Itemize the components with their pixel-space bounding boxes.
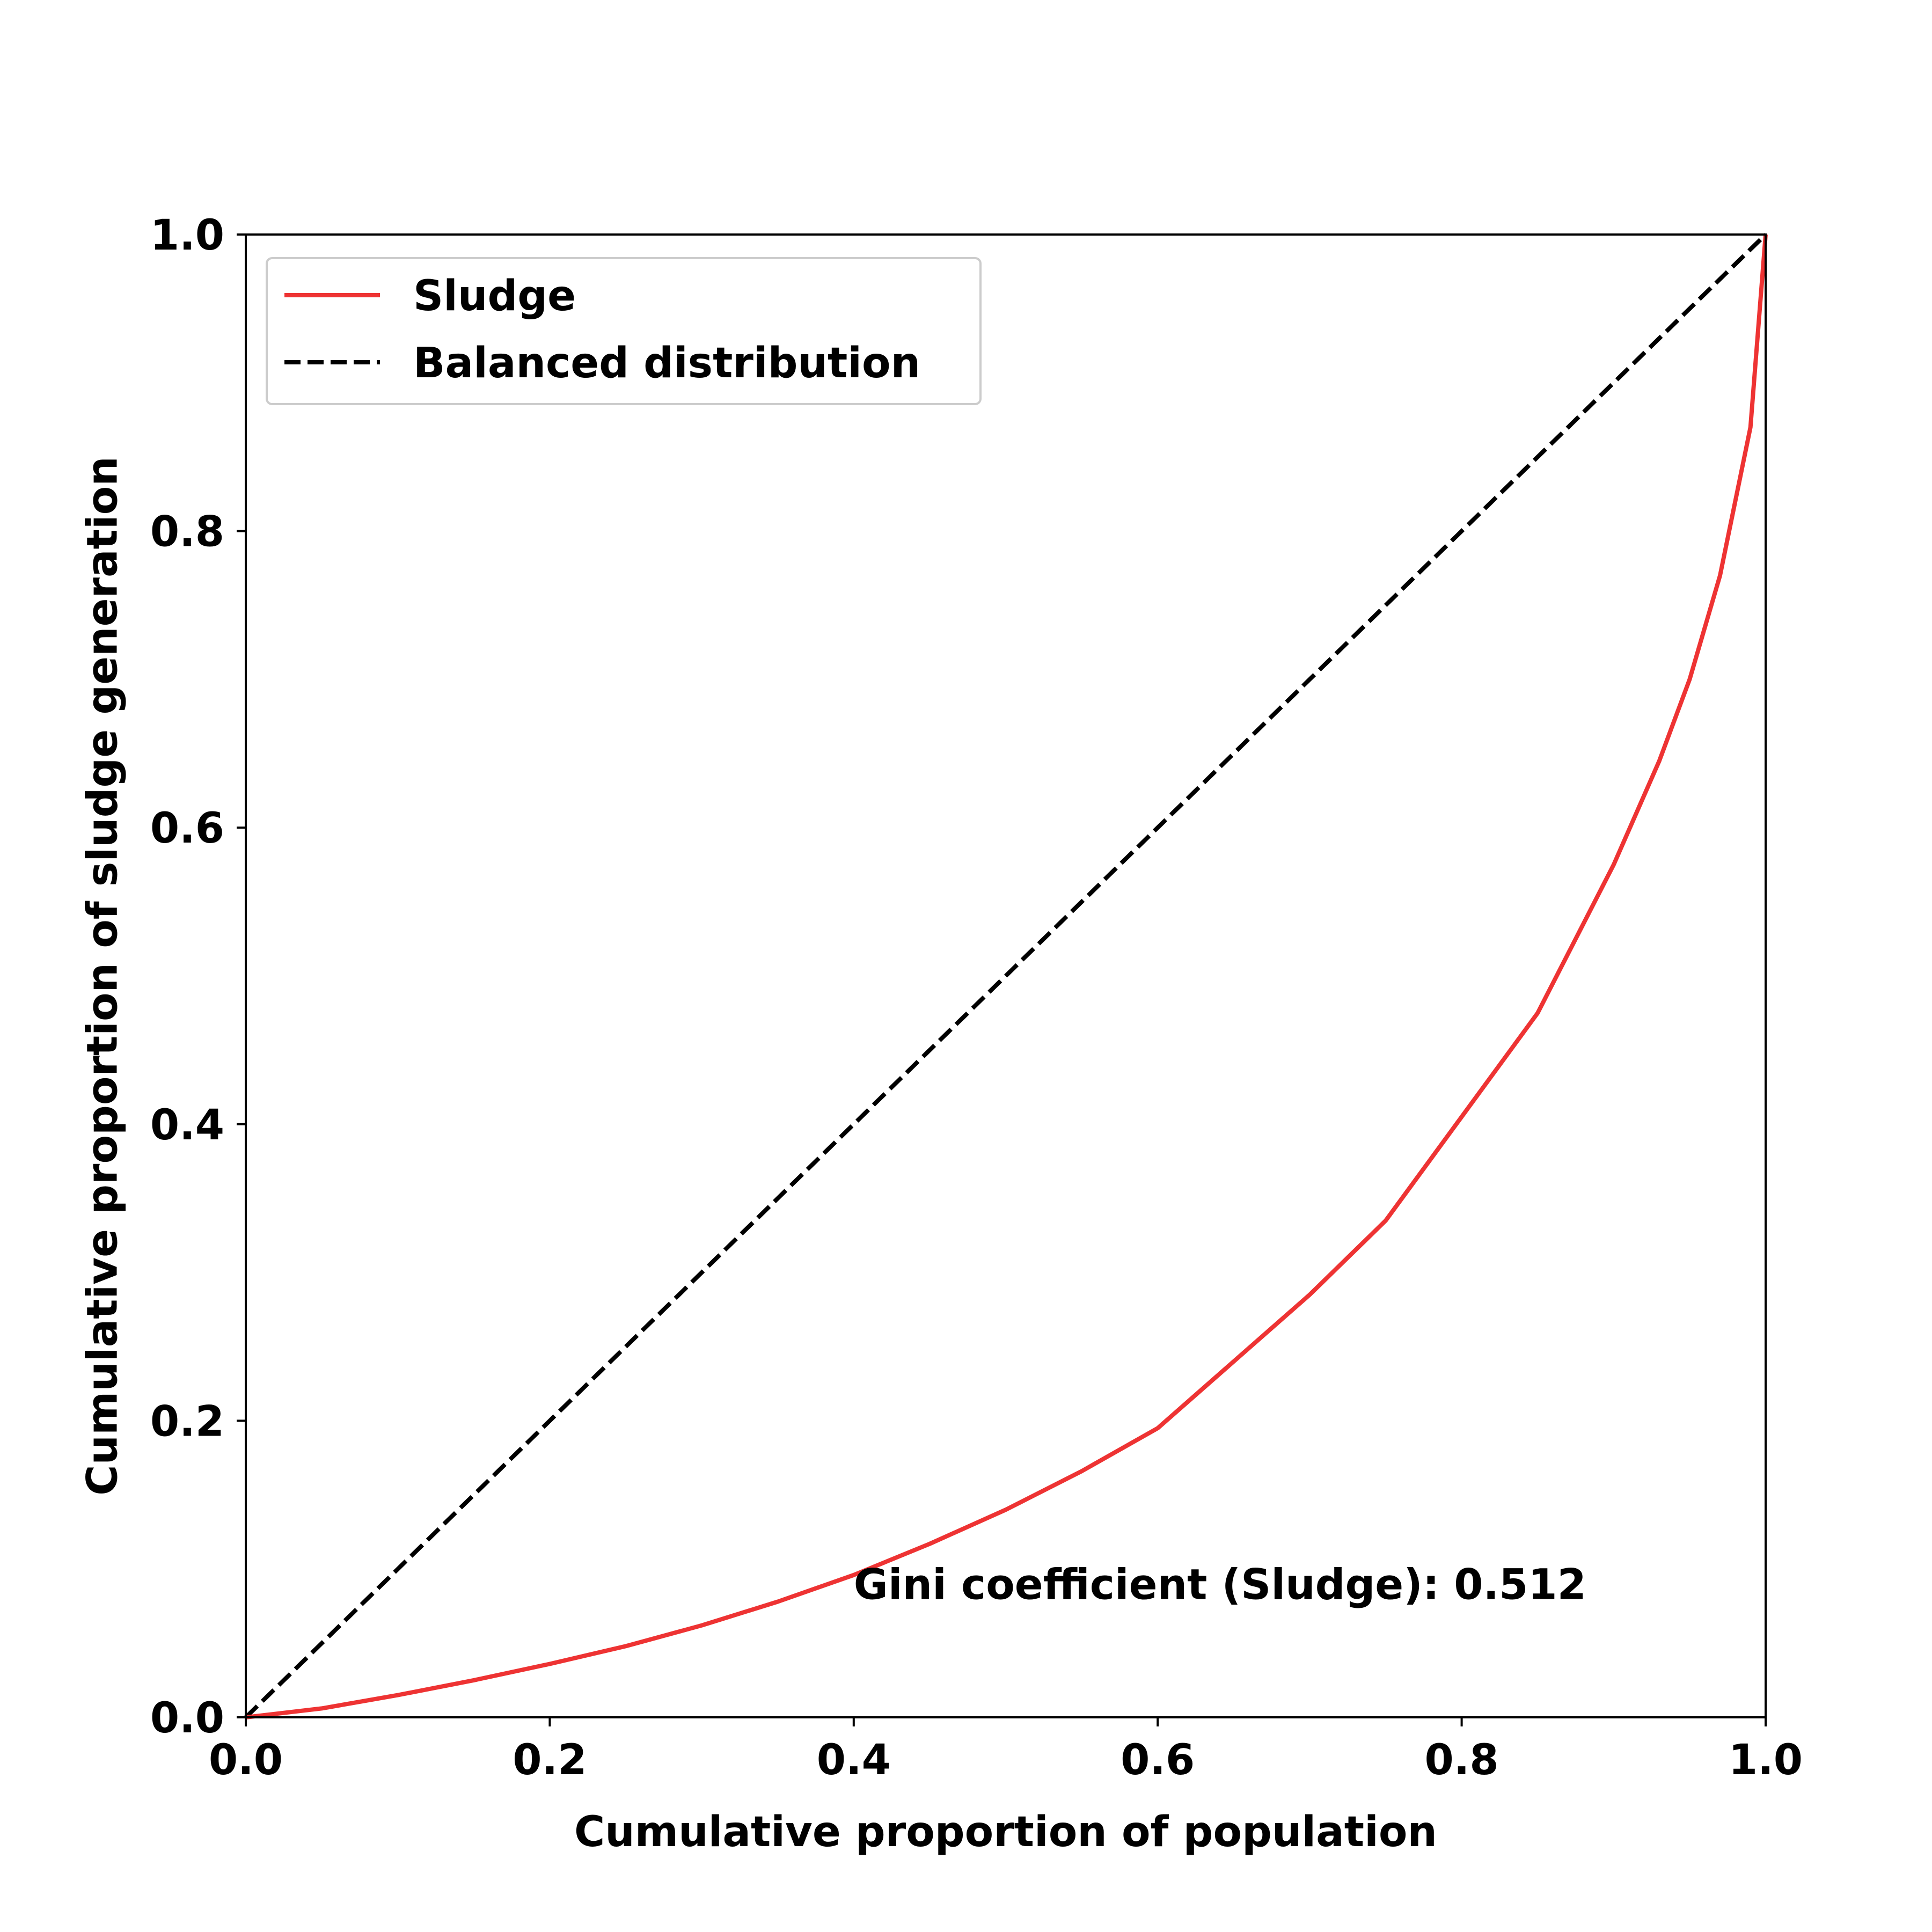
legend-label-balanced-distribution: Balanced distribution xyxy=(413,339,920,387)
legend: Sludge Balanced distribution xyxy=(266,257,982,405)
x-tick-label: 1.0 xyxy=(1729,1736,1803,1784)
y-axis-title: Cumulative proportion of sludge generati… xyxy=(78,456,127,1495)
series-line-sludge xyxy=(245,234,1768,1719)
legend-box xyxy=(266,257,982,405)
x-tick-label: 0.0 xyxy=(209,1736,283,1784)
x-tick-label: 0.8 xyxy=(1425,1736,1499,1784)
x-tick-label: 0.2 xyxy=(513,1736,587,1784)
y-tick-label: 0.2 xyxy=(150,1397,224,1446)
plot-area xyxy=(244,233,1768,1719)
x-tick-label: 0.4 xyxy=(817,1736,891,1784)
axes-frame xyxy=(245,233,1767,1718)
y-tick-label: 0.8 xyxy=(150,508,224,557)
x-axis-title: Cumulative proportion of population xyxy=(574,1808,1437,1856)
legend-label-sludge: Sludge xyxy=(413,272,576,320)
y-tick-label: 0.6 xyxy=(150,804,224,853)
y-tick-label: 0.0 xyxy=(150,1694,224,1743)
gini-annotation: Gini coefficient (Sludge): 0.512 xyxy=(854,1561,1586,1609)
y-tick-label: 0.4 xyxy=(150,1101,224,1150)
series-line-balanced-distribution xyxy=(244,233,1767,1719)
x-tick-label: 0.6 xyxy=(1121,1736,1195,1784)
axis-ticks: 0.0 0.2 0.4 0.6 0.8 1.0 0.0 0.2 0.4 0.6 0.8 1.0 xyxy=(150,211,1803,1784)
y-tick-label: 1.0 xyxy=(150,211,224,260)
